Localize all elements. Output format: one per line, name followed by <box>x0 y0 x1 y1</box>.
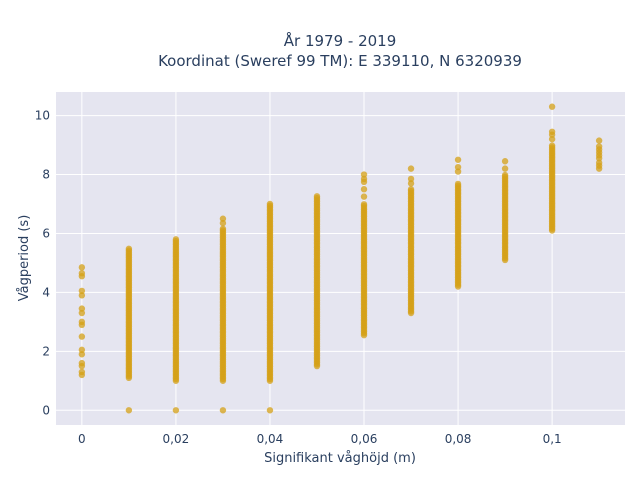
data-point <box>502 172 508 178</box>
data-point <box>79 319 85 325</box>
data-point <box>79 360 85 366</box>
data-point <box>549 104 555 110</box>
data-point <box>220 226 226 232</box>
data-point <box>79 305 85 311</box>
data-point <box>361 201 367 207</box>
data-point <box>220 407 226 413</box>
y-axis-title: Vågperiod (s) <box>17 215 32 302</box>
data-point <box>79 288 85 294</box>
data-point <box>79 270 85 276</box>
data-point <box>455 164 461 170</box>
data-point <box>408 186 414 192</box>
x-tick-label: 0,08 <box>445 432 472 446</box>
data-point <box>220 220 226 226</box>
data-point <box>79 369 85 375</box>
x-axis-title: Signifikant våghöjd (m) <box>264 451 416 466</box>
data-point <box>314 193 320 199</box>
data-point <box>455 157 461 163</box>
data-point <box>455 181 461 187</box>
data-point <box>267 407 273 413</box>
data-point <box>361 186 367 192</box>
data-point <box>596 137 602 143</box>
x-tick-label: 0,04 <box>257 432 284 446</box>
data-point <box>126 246 132 252</box>
data-point <box>408 165 414 171</box>
data-point <box>502 158 508 164</box>
data-point <box>79 347 85 353</box>
plot-area <box>56 92 625 425</box>
x-tick-label: 0,02 <box>163 432 190 446</box>
data-point <box>126 407 132 413</box>
data-point <box>408 176 414 182</box>
data-point <box>549 129 555 135</box>
data-point <box>596 143 602 149</box>
x-tick-label: 0 <box>78 432 86 446</box>
data-point <box>502 165 508 171</box>
chart-container: År 1979 - 2019 Koordinat (Sweref 99 TM):… <box>0 0 640 480</box>
x-tick-label: 0,06 <box>351 432 378 446</box>
y-tick-label: 10 <box>35 109 50 123</box>
data-point <box>267 201 273 207</box>
chart-title-line-2: Koordinat (Sweref 99 TM): E 339110, N 63… <box>158 52 522 70</box>
y-tick-label: 6 <box>42 226 50 240</box>
chart-title-line-1: År 1979 - 2019 <box>284 31 397 50</box>
data-point <box>361 171 367 177</box>
y-tick-label: 0 <box>42 403 50 417</box>
y-tick-label: 2 <box>42 344 50 358</box>
data-point <box>79 333 85 339</box>
data-point <box>79 264 85 270</box>
data-point <box>173 236 179 242</box>
data-point <box>549 142 555 148</box>
x-tick-label: 0,1 <box>543 432 562 446</box>
y-tick-label: 8 <box>42 168 50 182</box>
scatter-chart: År 1979 - 2019 Koordinat (Sweref 99 TM):… <box>0 0 640 480</box>
data-point <box>361 193 367 199</box>
y-tick-label: 4 <box>42 285 50 299</box>
data-point <box>173 407 179 413</box>
